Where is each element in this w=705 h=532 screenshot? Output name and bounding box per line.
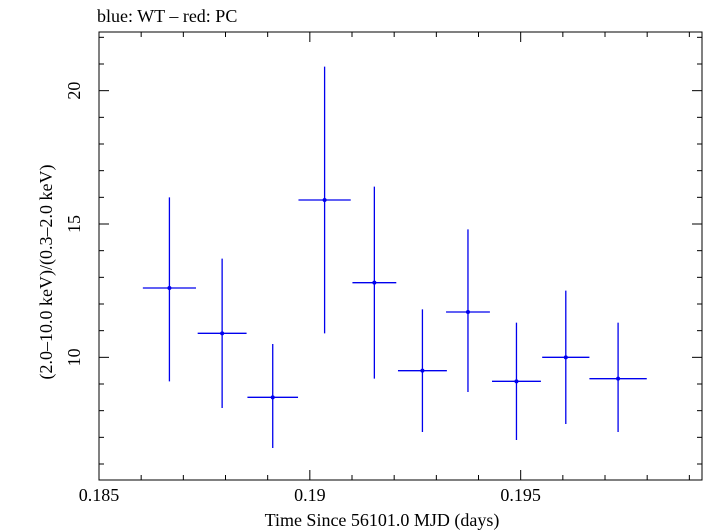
- y-tick-label: 20: [64, 82, 84, 100]
- point-marker: [563, 355, 568, 360]
- data-point: [589, 322, 647, 432]
- data-point: [446, 229, 490, 392]
- point-marker: [514, 379, 519, 384]
- plot-frame: [98, 31, 703, 481]
- x-tick-label: 0.19: [294, 485, 326, 505]
- point-marker: [220, 331, 225, 336]
- y-tick-label: 15: [64, 215, 84, 233]
- data-series-wt: [142, 66, 647, 448]
- chart-title: blue: WT – red: PC: [97, 6, 237, 26]
- point-marker: [372, 280, 377, 285]
- x-tick-label: 0.195: [500, 485, 541, 505]
- data-point: [142, 197, 196, 382]
- data-point: [197, 258, 247, 408]
- data-point: [298, 66, 351, 334]
- data-point: [247, 344, 299, 448]
- y-axis-label: (2.0–10.0 keV)/(0.3–2.0 keV): [36, 165, 57, 380]
- point-marker: [167, 286, 172, 290]
- point-marker: [270, 395, 275, 400]
- data-point: [542, 290, 590, 424]
- data-point: [352, 186, 397, 379]
- point-marker: [322, 198, 327, 202]
- data-point: [397, 309, 447, 432]
- y-tick-label: 10: [64, 348, 84, 366]
- x-axis-ticks: 0.185 0.19 0.195: [79, 32, 690, 505]
- x-axis-label: Time Since 56101.0 MJD (days): [265, 510, 500, 531]
- point-marker: [616, 376, 621, 381]
- x-tick-label: 0.185: [79, 485, 120, 505]
- point-marker: [465, 310, 470, 314]
- point-marker: [420, 368, 425, 373]
- data-point: [492, 322, 541, 440]
- y-axis-ticks: 10 15 20: [64, 36, 702, 465]
